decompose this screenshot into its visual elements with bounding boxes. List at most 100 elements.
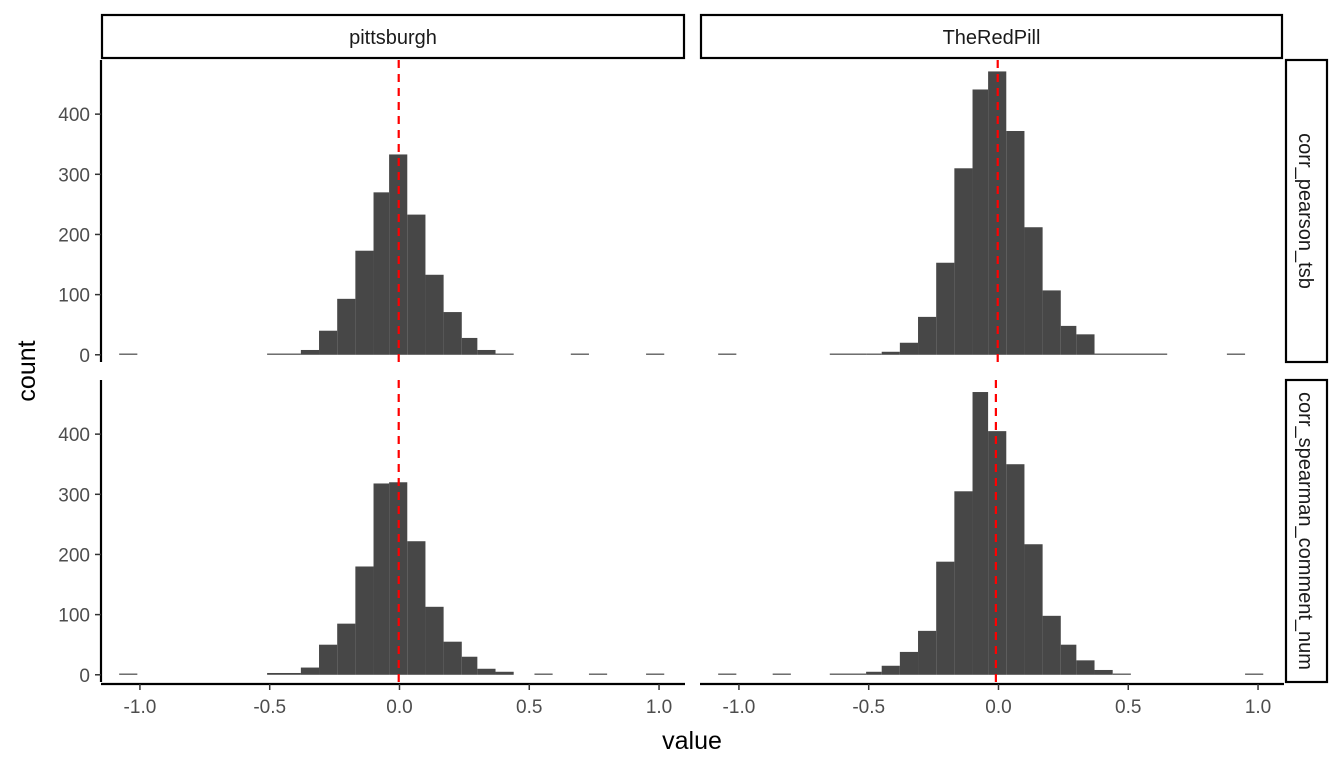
histogram-bar <box>1042 290 1061 355</box>
histogram-bar <box>477 668 496 675</box>
histogram-bar <box>1060 644 1077 675</box>
histogram-bar <box>718 353 737 355</box>
histogram-bar <box>355 250 374 355</box>
histogram-bar <box>407 541 426 675</box>
histogram-bar <box>389 154 408 355</box>
histogram-bar <box>300 667 320 675</box>
x-tick-label: 1.0 <box>1245 697 1271 718</box>
histogram-bar <box>954 168 973 355</box>
histogram-bar <box>319 330 338 355</box>
axes: 0 100 200 300 400 0 100 200 300 400 -1.0 -0.5 0.0 0.5… <box>58 60 1284 718</box>
histogram-bar <box>972 89 989 355</box>
x-tick-label: 0.5 <box>516 697 542 718</box>
histogram-bar <box>829 673 867 675</box>
y-tick-label: 100 <box>58 606 90 627</box>
histogram-bar <box>373 483 390 675</box>
x-tick-label: 0.0 <box>386 697 412 718</box>
histogram-bar <box>407 214 426 355</box>
strip-column-pittsburgh: pittsburgh <box>100 13 686 60</box>
strip-label: pittsburgh <box>349 27 437 49</box>
histogram-bar <box>1076 660 1095 675</box>
x-tick-label: -1.0 <box>124 697 157 718</box>
histogram-bar <box>300 349 320 355</box>
x-tick-label: -1.0 <box>723 697 756 718</box>
strip-box <box>1284 58 1329 364</box>
histogram-bar <box>899 342 919 355</box>
histogram-bar <box>425 606 444 675</box>
panel-pittsburgh-corr-pearson-tsb <box>119 60 665 362</box>
panel-theredpill-corr-spearman-comment-num <box>718 380 1264 682</box>
panel-pittsburgh-corr-spearman-comment-num <box>119 380 665 682</box>
histogram-bar <box>1226 353 1246 355</box>
y-tick-label: 0 <box>79 666 90 687</box>
y-tick-label: 300 <box>58 485 90 506</box>
histogram-bar <box>829 353 867 355</box>
histogram-bar <box>881 665 900 675</box>
histogram-bar <box>1112 673 1131 675</box>
histogram-bar <box>443 312 462 355</box>
histogram-bar <box>119 673 138 675</box>
histogram-bar <box>1024 227 1043 355</box>
histogram-bar <box>267 353 301 355</box>
histogram-bar <box>495 671 514 675</box>
histogram-bar <box>988 71 1007 355</box>
histogram-bar <box>954 491 973 675</box>
histogram-bar <box>319 644 338 675</box>
y-axis-title: count <box>13 340 41 401</box>
histogram-bar <box>570 353 589 355</box>
strip-row-corr-pearson-tsb: corr_pearson_tsb <box>1284 58 1329 364</box>
panel-theredpill-corr-pearson-tsb <box>718 60 1246 362</box>
strip-column-theredpill: TheRedPill <box>699 13 1284 60</box>
histogram-bar <box>1245 673 1264 675</box>
x-tick-label: 0.0 <box>985 697 1011 718</box>
x-tick-label: 1.0 <box>646 697 672 718</box>
histogram-bar <box>772 673 791 675</box>
histogram-bar <box>267 672 301 675</box>
histogram-bar <box>337 623 356 675</box>
histogram-bar <box>718 673 737 675</box>
histogram-bar <box>119 353 138 355</box>
histogram-bar <box>918 316 937 355</box>
y-tick-label: 200 <box>58 225 90 246</box>
histogram-bar <box>1094 353 1168 355</box>
histogram-bar <box>866 353 882 355</box>
histogram-bar <box>461 656 478 675</box>
histogram-bar <box>972 392 989 675</box>
histogram-bar <box>534 673 553 675</box>
histogram-bar <box>646 353 665 355</box>
histogram-bar <box>936 262 955 355</box>
y-tick-label: 400 <box>58 425 90 446</box>
histogram-bar <box>1006 464 1025 675</box>
strip-box <box>1284 378 1329 684</box>
histogram-bar <box>588 673 608 675</box>
histogram-bar <box>337 298 356 355</box>
histogram-bar <box>1076 334 1095 355</box>
histogram-bar <box>495 353 514 355</box>
y-tick-label: 100 <box>58 286 90 307</box>
strip-row-corr-spearman-comment-num: corr_spearman_comment_num <box>1284 378 1329 684</box>
x-tick-label: 0.5 <box>1115 697 1141 718</box>
histogram-bar <box>646 673 665 675</box>
histogram-bar <box>918 630 937 675</box>
histogram-bar <box>373 192 390 355</box>
x-axis-title: value <box>662 727 722 755</box>
histogram-bar <box>881 351 900 355</box>
histogram-bar <box>425 274 444 355</box>
histogram-bar <box>936 561 955 675</box>
strip-box <box>699 13 1284 60</box>
histogram-bar <box>899 651 919 675</box>
histogram-bar <box>988 431 1007 675</box>
histogram-bar <box>461 337 478 355</box>
histogram-bar <box>1024 544 1043 675</box>
x-tick-label: -0.5 <box>852 697 885 718</box>
strip-box <box>100 13 686 60</box>
y-tick-label: 0 <box>79 346 90 367</box>
histogram-bar <box>1060 325 1077 355</box>
y-tick-label: 200 <box>58 545 90 566</box>
histogram-bar <box>1042 615 1061 675</box>
y-tick-label: 400 <box>58 105 90 126</box>
x-tick-label: -0.5 <box>253 697 286 718</box>
histogram-bar <box>477 349 496 355</box>
strip-label: corr_spearman_comment_num <box>1294 392 1316 670</box>
